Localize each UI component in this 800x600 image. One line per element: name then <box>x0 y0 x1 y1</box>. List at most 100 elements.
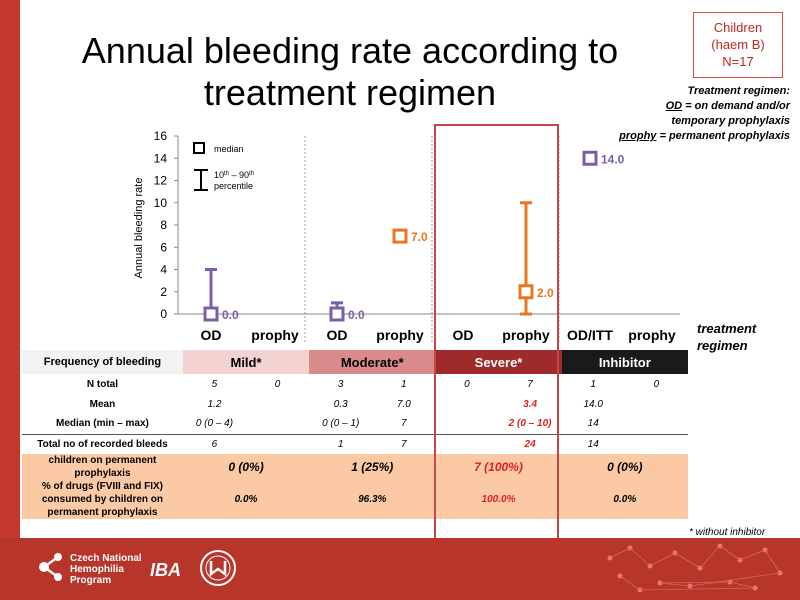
regimen-heading: Treatment regimen: <box>687 85 791 97</box>
y-axis: 0 2 4 6 8 10 12 14 16 <box>154 129 680 321</box>
median-marker <box>203 306 219 322</box>
table-cell: 7 (100%) <box>435 454 562 480</box>
x-category-label: prophy <box>502 327 550 343</box>
row-label: Median (min – max) <box>56 418 149 430</box>
header-label: Frequency of bleeding <box>22 350 183 374</box>
table-cell: 1 <box>590 378 596 390</box>
table-cell <box>625 394 688 414</box>
median-marker <box>518 284 534 300</box>
iba-logo: IBA <box>150 560 181 580</box>
group-mild: Mild* <box>182 350 310 374</box>
badge-line: N=17 <box>722 54 754 69</box>
table-cell: 14 <box>561 433 625 454</box>
x-category-label: OD <box>327 327 348 343</box>
x-category-label: OD <box>453 327 474 343</box>
median-marker <box>329 306 345 322</box>
table-cell: 0.0% <box>561 480 688 519</box>
group-severe: Severe* <box>435 350 562 374</box>
table-row: Median (min – max) 0 (0 – 4) 0 (0 – 1) 7… <box>22 414 688 434</box>
table-cell: 1.2 <box>207 398 222 410</box>
table-cell: 7 <box>527 378 533 390</box>
y-tick-label: 16 <box>154 129 168 143</box>
median-legend-marker <box>193 142 205 154</box>
table-row: Mean 1.2 0.3 7.0 3.4 14.0 <box>22 394 688 414</box>
table-cell: 3 <box>337 378 344 390</box>
table-cell: 0.3 <box>333 398 348 410</box>
median-marker <box>582 150 598 166</box>
x-category-label: prophy <box>376 327 424 343</box>
table-row-permanent-prophylaxis: children on permanent prophylaxis 0 (0%)… <box>22 454 688 480</box>
table-cell: 0 <box>274 378 281 390</box>
row-label: Total no of recorded bleeds <box>22 433 183 454</box>
chart-legend: median 10th – 90th percentile <box>193 142 254 191</box>
treatment-regimen-line: treatment <box>697 321 757 336</box>
x-category-label: prophy <box>628 327 676 343</box>
badge-line: (haem B) <box>711 37 765 52</box>
median-marker <box>392 228 408 244</box>
map-link <box>739 549 766 561</box>
y-tick-label: 0 <box>160 307 167 321</box>
group-moderate: Moderate* <box>309 350 436 374</box>
footnote: * without inhibitor <box>689 527 766 538</box>
table-cell: 5 <box>211 378 218 390</box>
median-value-label: 14.0 <box>601 152 625 166</box>
median-value-label: 0.0 <box>348 308 365 322</box>
prophy-term: prophy <box>619 130 657 142</box>
map-link <box>629 547 651 567</box>
map-link <box>639 587 756 591</box>
table-cell <box>435 394 498 414</box>
badge-line: Children <box>713 20 763 35</box>
treatment-regimen-line: regimen <box>697 338 748 353</box>
table-cell: 2 (0 – 10) <box>508 418 552 430</box>
table-cell: 3.4 <box>523 398 538 410</box>
table-cell: 0 <box>464 378 470 390</box>
y-tick-label: 6 <box>160 240 167 254</box>
table-cell: 0 (0 – 4) <box>195 418 234 430</box>
range-legend-label-2: percentile <box>214 181 253 191</box>
table-cell: 6 <box>182 433 247 454</box>
cohort-badge: Children (haem B) N=17 <box>693 12 783 78</box>
map-link <box>719 545 741 561</box>
row-label: N total <box>86 378 118 390</box>
median-value-label: 0.0 <box>222 308 239 322</box>
x-category-labels: OD prophy OD prophy OD prophy OD/ITT prophy <box>201 327 676 343</box>
group-inhibitor: Inhibitor <box>561 350 688 374</box>
table-cell: 100.0% <box>435 480 562 519</box>
table-cell: 0 (0 – 1) <box>322 418 360 430</box>
map-link <box>764 549 781 574</box>
table-cell: 0 (0%) <box>182 454 310 480</box>
table-cell: 0.0% <box>182 480 310 519</box>
table-cell <box>624 433 688 454</box>
table-cell <box>246 433 310 454</box>
map-link <box>729 581 756 589</box>
row-label: Mean <box>89 398 116 410</box>
table-cell <box>625 414 688 434</box>
median-legend-label: median <box>214 144 244 154</box>
table-header-row: Frequency of bleeding Mild* Moderate* Se… <box>22 350 688 374</box>
prophy-definition: = permanent prophylaxis <box>656 130 790 142</box>
x-category-label: OD <box>201 327 222 343</box>
group-separators <box>304 136 560 344</box>
od-term: OD <box>665 100 683 112</box>
table-cell: 96.3% <box>309 480 436 519</box>
od-definition-2: temporary prophylaxis <box>671 115 790 127</box>
table-cell: 7.0 <box>396 398 411 410</box>
table-cell: 1 (25%) <box>309 454 436 480</box>
od-definition: = on demand and/or <box>682 100 790 112</box>
range-legend-label: 10th – 90th <box>214 170 254 180</box>
chart-marks: 0.0 0.0 7.0 2.0 14.0 <box>203 150 625 322</box>
table-cell <box>246 394 309 414</box>
page-title: Annual bleeding rate according to treatm… <box>81 30 619 113</box>
median-value-label: 7.0 <box>411 230 428 244</box>
table-cell <box>435 414 498 434</box>
hemophilia-program-logo-icon <box>39 553 62 581</box>
row-label: children on permanent prophylaxis <box>22 454 183 480</box>
table-cell: 1 <box>309 433 373 454</box>
y-tick-label: 4 <box>160 263 167 277</box>
table-cell: 7 <box>372 433 436 454</box>
table-cell <box>435 433 499 454</box>
map-link <box>689 572 781 587</box>
map-link <box>609 547 631 559</box>
university-seal-icon <box>200 550 236 586</box>
